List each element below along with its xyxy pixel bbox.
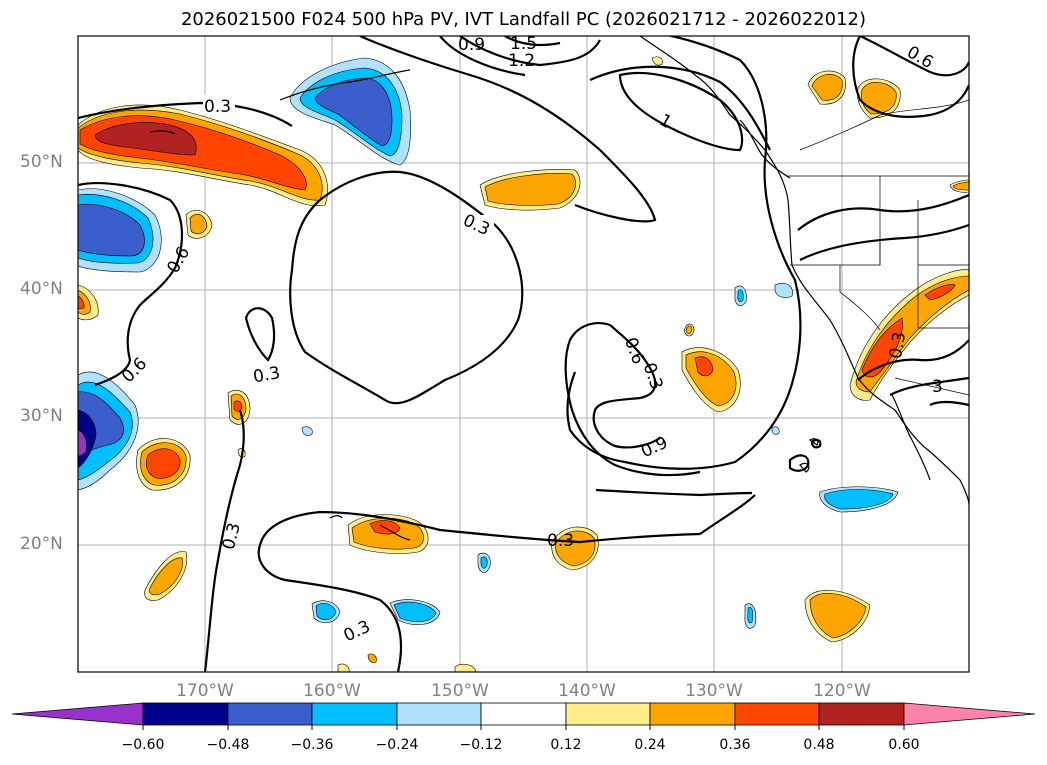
coastlines <box>149 36 969 541</box>
contour-label-1.2: 1.2 <box>508 51 535 71</box>
contour-label-1.5: 1.5 <box>510 34 537 54</box>
colorbar-extend-high <box>903 702 1036 726</box>
lon-label-150w: 150°W <box>431 681 489 701</box>
lon-label-170w: 170°W <box>176 681 234 701</box>
colorbar-tick-label: −0.36 <box>290 737 334 753</box>
colorbar-tick-label: 0.12 <box>550 737 582 753</box>
contour-label-0.3-a: 0.3 <box>204 97 231 117</box>
gridlines <box>78 36 969 672</box>
contour-label-0.9-b: 0.9 <box>458 35 485 55</box>
lat-label-30n: 30°N <box>20 406 63 426</box>
plot-title: 2026021500 F024 500 hPa PV, IVT Landfall… <box>180 9 867 30</box>
colorbar-tick-label: 0.60 <box>888 737 920 753</box>
colorbar-tick-label: −0.48 <box>206 737 250 753</box>
colorbar-tick-label: −0.24 <box>375 737 419 753</box>
lon-label-120w: 120°W <box>813 681 871 701</box>
contour-label-0.3-c: 0.3 <box>252 363 282 387</box>
lon-label-140w: 140°W <box>558 681 616 701</box>
colorbar-extend-low <box>11 702 144 726</box>
contour-label-0.3-h: 0.3 <box>886 330 910 360</box>
plot-frame <box>77 35 970 673</box>
lat-label-20n: 20°N <box>20 534 63 554</box>
lon-label-160w: 160°W <box>303 681 361 701</box>
contour-0.3-central <box>289 170 524 405</box>
colorbar-tick-label: 0.24 <box>634 737 666 753</box>
colorbar-tick-label: 0.48 <box>803 737 835 753</box>
contour-1.2 <box>459 36 601 67</box>
lat-label-40n: 40°N <box>20 279 63 299</box>
colorbar <box>11 702 1036 730</box>
contour-1.5 <box>504 36 561 47</box>
contour-labels: 0.3 0.3 0.3 0.3 0.3 0.3 0.3 0.3 0.6 0.6 … <box>118 34 943 646</box>
political-borders <box>786 99 969 396</box>
contour-label-0.3-e: 0.3 <box>547 531 574 551</box>
lat-label-50n: 50°N <box>20 152 63 172</box>
colorbar-tick-label: −0.12 <box>459 737 503 753</box>
colorbar-tick-label: 0.36 <box>719 737 751 753</box>
lon-label-130w: 130°W <box>685 681 743 701</box>
contour-label-3: 3 <box>932 377 943 397</box>
colorbar-tick-label: −0.60 <box>121 737 165 753</box>
contour-0.6-loop <box>592 324 661 449</box>
filled-anomalies <box>78 56 969 672</box>
